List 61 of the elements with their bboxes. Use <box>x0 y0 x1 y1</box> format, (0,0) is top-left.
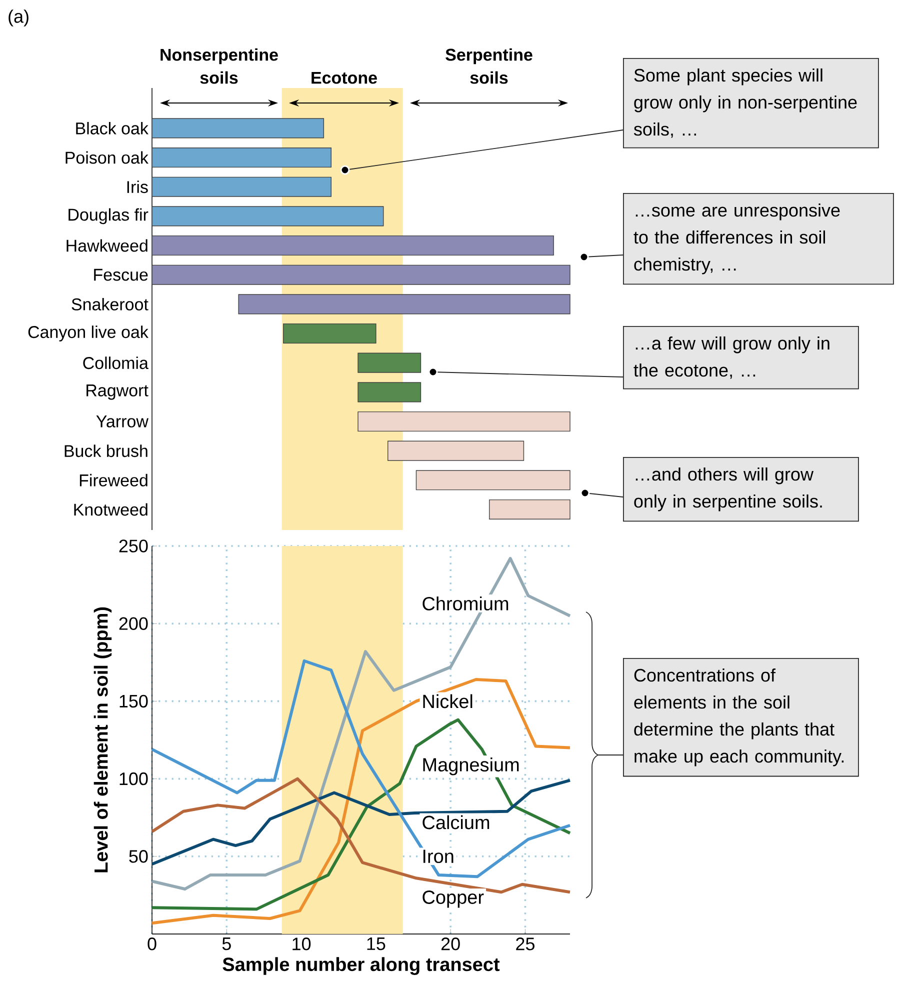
y-tick-label: Hawkweed <box>66 239 148 252</box>
line-series <box>150 718 572 911</box>
y-tick-label: Canyon live oak <box>28 326 148 342</box>
y-tick-label: Fescue <box>94 268 148 281</box>
series-label: Iron <box>423 850 454 864</box>
text: …some are unresponsive to the differences in soil chemistry, … <box>634 203 840 274</box>
text: Serpentine soils <box>446 48 532 84</box>
y-tick-label: 50 <box>129 850 148 863</box>
bar <box>238 294 570 314</box>
y-tick-label: 250 <box>119 540 148 552</box>
y-tick-label: Buck brush <box>64 444 148 458</box>
y-tick-label: Douglas fir <box>68 208 148 224</box>
line-series <box>150 556 572 890</box>
x-tick-label: 0 <box>148 938 156 950</box>
bar <box>489 499 570 520</box>
y-tick-label: 150 <box>120 694 148 708</box>
bar <box>152 147 332 168</box>
y-axis-title: Level of element in soil (ppm) <box>94 607 112 872</box>
y-tick-label: Knotweed <box>74 503 148 516</box>
y-tick-label: 200 <box>119 617 148 630</box>
x-tick-label: 5 <box>222 938 231 950</box>
bar <box>152 176 332 197</box>
y-tick-label: Fireweed <box>80 474 148 486</box>
series-label: Calcium <box>422 815 490 830</box>
series-label: Chromium <box>422 596 508 610</box>
bar <box>152 206 384 226</box>
bar <box>416 470 570 490</box>
y-tick-label: Iris <box>127 180 148 194</box>
text: …a few will grow only in the ecotone, … <box>634 336 830 379</box>
bar <box>358 352 422 373</box>
y-tick-label: Yarrow <box>96 416 148 428</box>
text: Nonserpentine soils <box>160 48 278 84</box>
bar <box>152 264 570 285</box>
y-tick-label: Snakeroot <box>72 298 148 310</box>
y-tick-label: Ragwort <box>86 384 148 400</box>
y-tick-label: Poison oak <box>66 151 148 164</box>
bar <box>358 411 570 432</box>
x-tick-label: 20 <box>441 938 460 950</box>
text: Some plant species will grow only in non-serpentine soils, … <box>634 68 857 138</box>
x-tick-label: 15 <box>367 938 386 950</box>
bar <box>283 323 376 344</box>
series-label: Magnesium <box>423 758 519 776</box>
line-series <box>150 678 572 925</box>
y-tick-label: Collomia <box>83 356 148 370</box>
bar <box>358 382 422 402</box>
x-tick-label: 10 <box>292 938 311 950</box>
line-series <box>150 778 572 866</box>
text: Ecotone <box>312 72 377 84</box>
series-label: Nickel <box>423 694 472 708</box>
bar <box>152 118 324 138</box>
y-tick-label: Black oak <box>76 122 148 134</box>
x-axis-title: Sample number along transect <box>222 957 500 975</box>
text: …and others will grow only in serpentine soils. <box>634 467 822 512</box>
bar <box>388 440 524 461</box>
bar <box>152 235 554 256</box>
text: Concentrations of elements in the soil determine the plants that make up each community. <box>634 668 844 766</box>
line-series <box>150 659 572 878</box>
series-label: Copper <box>422 890 484 908</box>
x-tick-label: 25 <box>516 938 534 950</box>
y-tick-label: 100 <box>120 772 148 786</box>
chart-title: (a) <box>8 10 28 26</box>
